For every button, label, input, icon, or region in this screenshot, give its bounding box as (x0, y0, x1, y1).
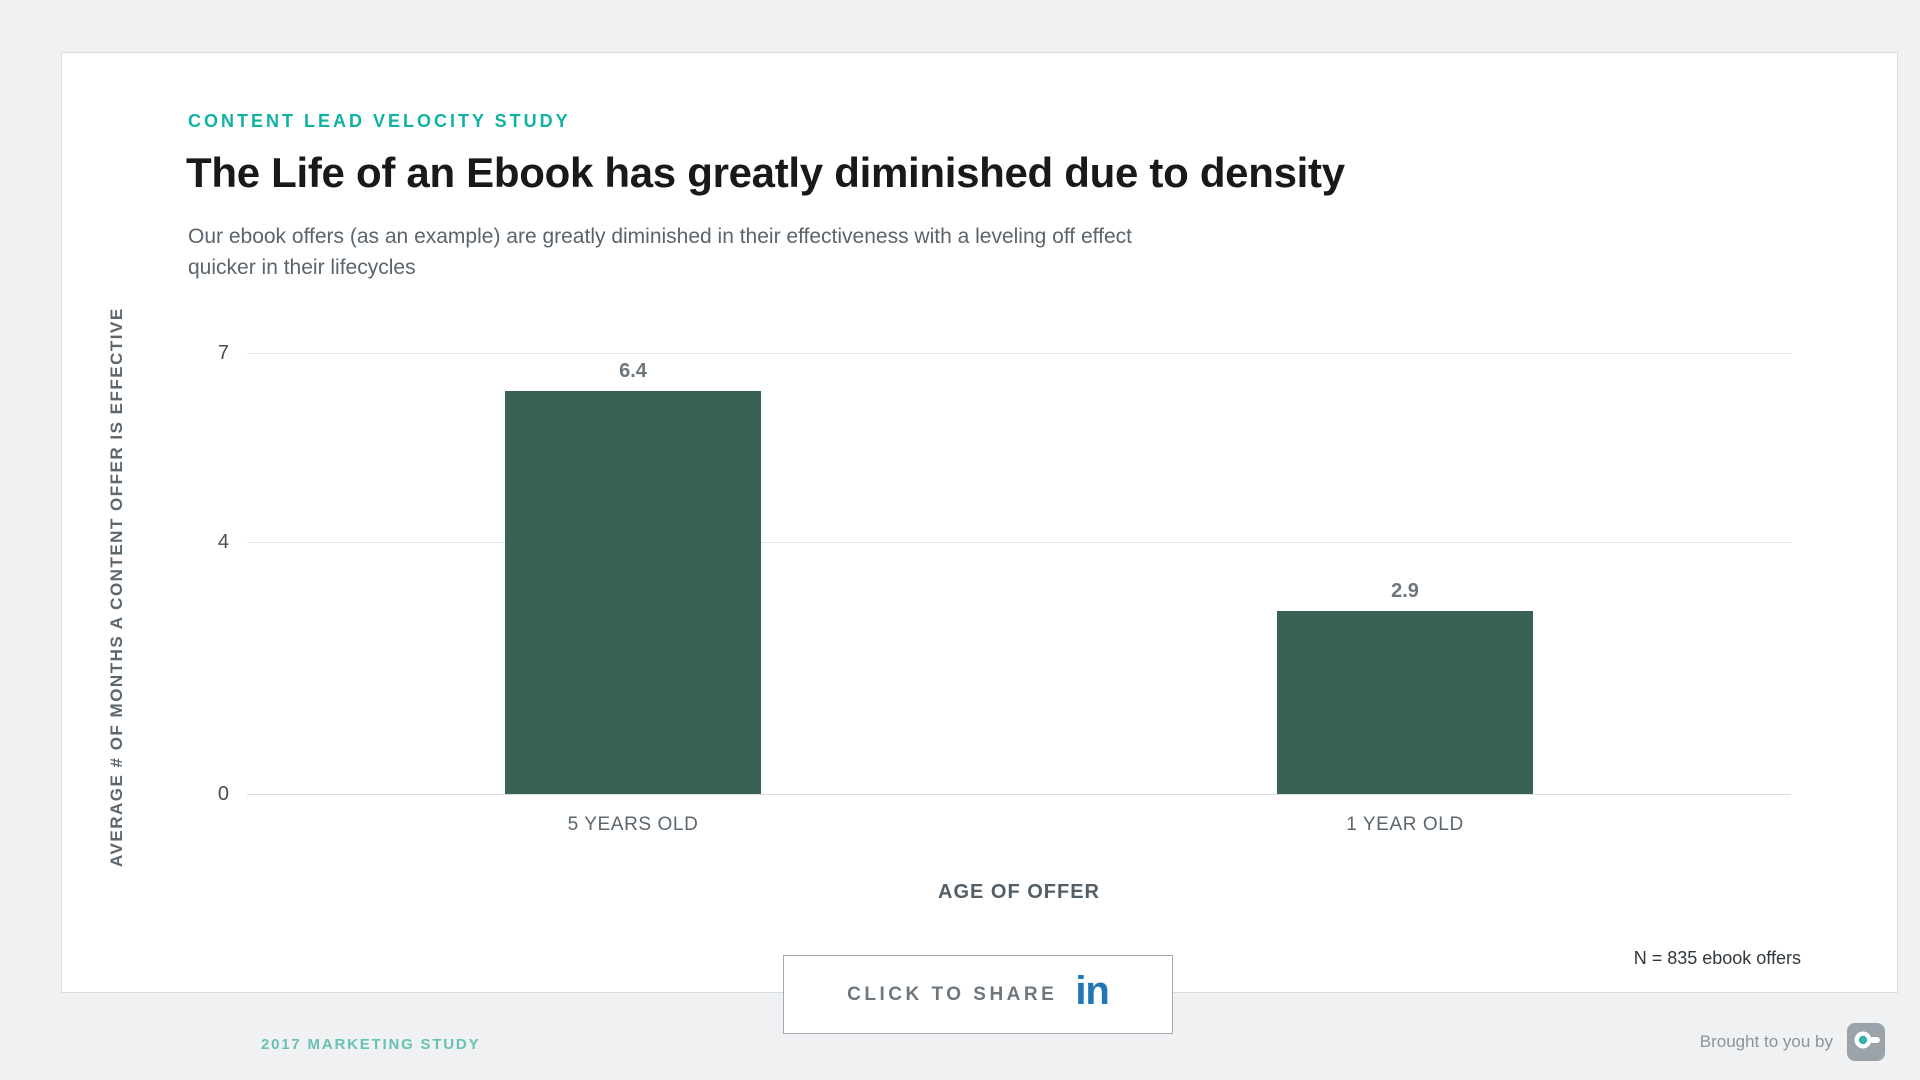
bar-value-label-1-year-old: 2.9 (1391, 580, 1419, 603)
subtitle: Our ebook offers (as an example) are gre… (188, 221, 1132, 283)
bar-5-years-old (505, 390, 761, 794)
y-axis-label: AVERAGE # OF MONTHS A CONTENT OFFER IS E… (107, 307, 126, 867)
share-button-label: CLICK TO SHARE (847, 983, 1058, 1005)
subtitle-line2: quicker in their lifecycles (188, 256, 416, 279)
ytick-label-7: 7 (217, 342, 229, 364)
chart-card: CONTENT LEAD VELOCITY STUDY The Life of … (61, 52, 1898, 1034)
bar-1-year-old (1277, 611, 1533, 794)
sample-size-note: N = 835 ebook offers (1633, 948, 1801, 968)
brought-by-label: Brought to you by (1699, 1032, 1833, 1051)
gridline-y-7 (247, 353, 1791, 354)
gridline-y-4 (247, 542, 1791, 543)
brand-logo[interactable] (1847, 1023, 1885, 1061)
page-title: The Life of an Ebook has greatly diminis… (186, 149, 1345, 196)
subtitle-line1: Our ebook offers (as an example) are gre… (188, 225, 1132, 248)
ytick-label-0: 0 (217, 783, 229, 805)
x-axis-label: AGE OF OFFER (938, 881, 1100, 903)
ytick-label-4: 4 (217, 531, 229, 553)
footer-brought-by: Brought to you by (1700, 1023, 1885, 1061)
gridline-y-0 (247, 794, 1791, 795)
category-label-5-years-old: 5 YEARS OLD (567, 814, 699, 835)
linkedin-icon: in (1075, 968, 1110, 1013)
share-button[interactable]: CLICK TO SHARE in (783, 955, 1173, 1034)
category-label-1-year-old: 1 YEAR OLD (1346, 814, 1464, 835)
eyebrow: CONTENT LEAD VELOCITY STUDY (188, 111, 571, 131)
footer-study-link[interactable]: 2017 MARKETING STUDY (261, 1036, 481, 1053)
plot-area: AGE OF OFFER 0 4 7 6.4 5 YEARS OLD 2.9 1 YEAR … (218, 342, 1791, 903)
bar-value-label-5-years-old: 6.4 (619, 359, 647, 382)
